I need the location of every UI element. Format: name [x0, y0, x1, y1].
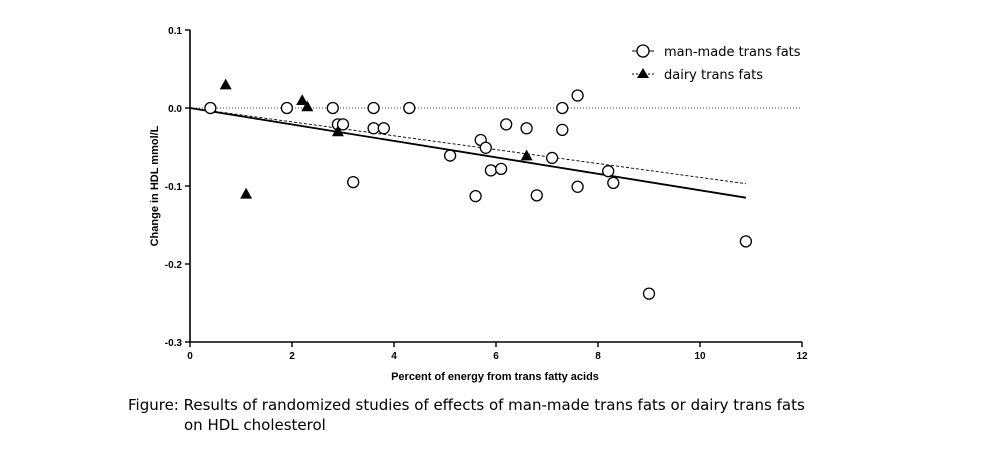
x-axis-title: Percent of energy from trans fatty acids — [391, 371, 599, 383]
x-tick-label: 8 — [595, 351, 601, 362]
fit-line-dairy — [189, 107, 746, 185]
fit-line-man-made — [189, 107, 747, 199]
point-man-made — [326, 101, 339, 115]
point-man-made — [443, 149, 457, 162]
point-man-made — [377, 122, 390, 135]
point-dairy — [520, 149, 533, 161]
legend-dairy-marker — [637, 68, 649, 78]
point-man-made — [280, 101, 294, 115]
point-man-made — [479, 141, 492, 154]
point-man-made — [556, 101, 569, 115]
point-man-made — [556, 123, 569, 136]
figure-caption: Figure: Results of randomized studies of… — [128, 395, 928, 435]
point-dairy — [240, 187, 253, 199]
point-man-made — [403, 101, 416, 115]
legend-dairy-label: dairy trans fats — [664, 68, 763, 83]
x-tick-label: 2 — [289, 351, 295, 362]
point-man-made — [739, 235, 753, 248]
data-points — [204, 78, 753, 300]
caption-line-2: on HDL cholesterol — [184, 416, 326, 434]
x-tick-label: 6 — [493, 351, 499, 362]
point-man-made — [571, 89, 584, 102]
point-man-made — [530, 189, 543, 202]
y-tick-label: -0.3 — [165, 338, 183, 349]
x-tick-label: 12 — [796, 351, 808, 362]
x-tick-label: 0 — [187, 351, 193, 362]
point-man-made — [204, 101, 217, 115]
legend: man-made trans fats dairy trans fats — [632, 44, 801, 83]
point-dairy — [331, 125, 344, 137]
point-dairy — [219, 78, 232, 90]
point-man-made — [545, 151, 559, 165]
fit-lines-layer — [189, 107, 747, 199]
x-tick-label: 10 — [694, 351, 706, 362]
point-man-made — [484, 164, 498, 177]
point-dairy — [301, 100, 314, 112]
ticks: 0 2 4 6 8 10 12 0.1 0.0 -0.1 -0.2 -0.3 — [165, 26, 808, 362]
y-axis-title: Change in HDL mmol/L — [149, 125, 161, 246]
point-man-made — [494, 162, 508, 175]
legend-man-made-marker — [636, 44, 650, 58]
point-man-made — [367, 101, 380, 115]
chart: 0 2 4 6 8 10 12 0.1 0.0 -0.1 -0.2 -0.3 Percent of e… — [149, 26, 808, 383]
point-man-made — [607, 176, 620, 190]
point-man-made — [469, 189, 482, 203]
point-man-made — [520, 122, 533, 135]
point-dairy — [296, 94, 309, 105]
y-tick-label: -0.1 — [165, 182, 183, 193]
point-man-made — [367, 122, 380, 135]
y-tick-label: 0.1 — [168, 26, 182, 37]
point-man-made — [336, 118, 350, 131]
point-man-made — [347, 175, 360, 189]
point-man-made — [642, 287, 656, 300]
y-tick-label: -0.2 — [165, 260, 183, 271]
y-tick-label: 0.0 — [168, 104, 182, 115]
caption-line-1: Figure: Results of randomized studies of… — [128, 396, 805, 414]
point-man-made — [602, 165, 615, 178]
point-man-made — [500, 118, 513, 131]
legend-man-made-label: man-made trans fats — [664, 45, 801, 60]
x-tick-label: 4 — [391, 351, 397, 362]
point-man-made — [571, 180, 584, 193]
